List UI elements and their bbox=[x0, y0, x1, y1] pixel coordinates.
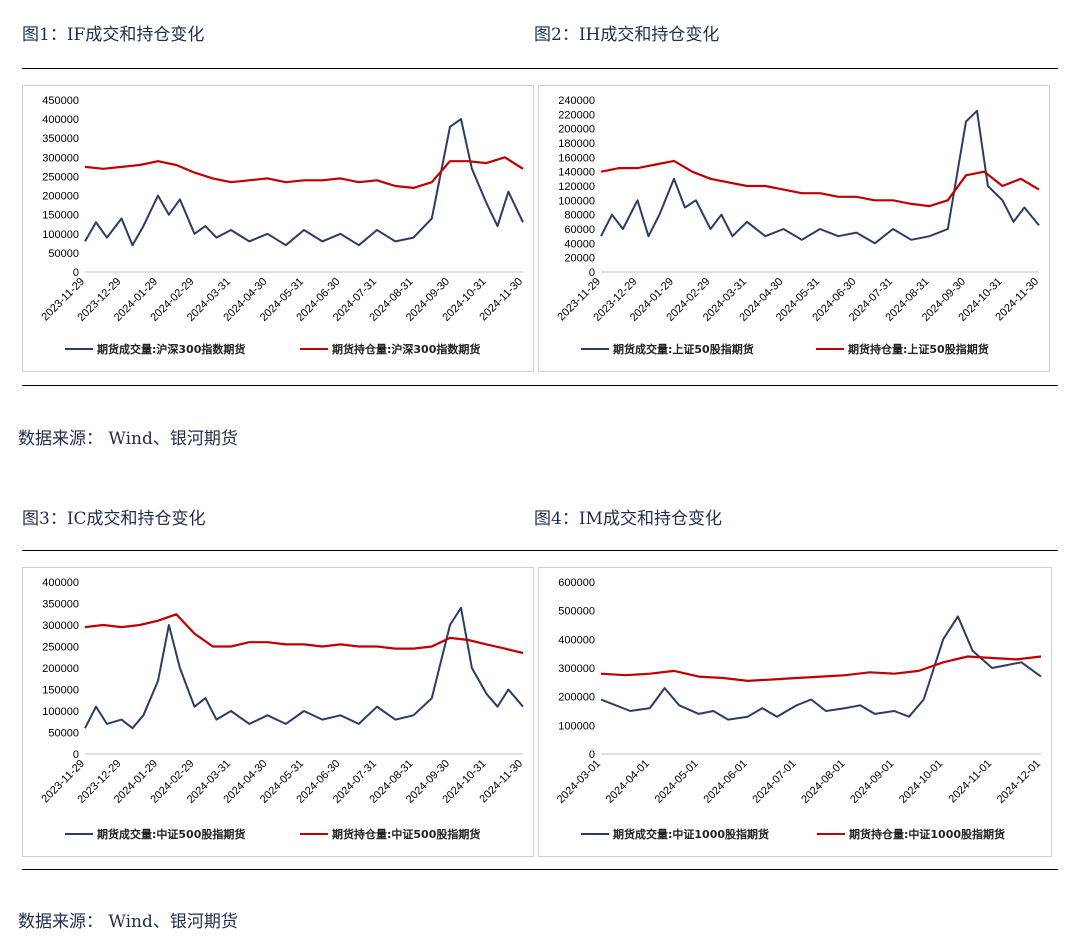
fig4-x-tick-label: 2024-05-01 bbox=[653, 758, 701, 806]
fig3-legend-label: 期货持仓量:中证500股指期货 bbox=[332, 827, 480, 841]
fig2-y-tick-label: 200000 bbox=[558, 124, 595, 136]
fig3-chart-panel: 0 50000 100000 150000 200000 250000 300000 3500… bbox=[22, 567, 534, 857]
top-rule-2 bbox=[22, 550, 1058, 551]
fig2-y-tick-label: 40000 bbox=[564, 238, 595, 250]
fig3-series-volume-line bbox=[84, 606, 524, 730]
fig2-y-tick-label: 120000 bbox=[558, 181, 595, 193]
bottom-rule-1 bbox=[22, 385, 1058, 386]
fig2-y-tick-label: 100000 bbox=[558, 195, 595, 207]
fig2-y-tick-label: 180000 bbox=[558, 138, 595, 150]
fig4-y-tick-label: 200000 bbox=[558, 692, 595, 704]
fig4-legend-label: 期货成交量:中证1000股指期货 bbox=[613, 827, 769, 841]
fig2-y-tick-label: 140000 bbox=[558, 167, 595, 179]
fig4-y-tick-label: 600000 bbox=[558, 577, 595, 589]
fig4-legend-label: 期货持仓量:中证1000股指期货 bbox=[849, 827, 1005, 841]
fig4-x-tick-label: 2024-11-01 bbox=[947, 758, 995, 806]
fig4-svg: 0 100000 200000 300000 400000 500000 600000 202… bbox=[555, 577, 1043, 841]
fig2-title: 图2：IH成交和持仓变化 bbox=[534, 25, 720, 45]
fig2-legend-label: 期货成交量:上证50股指期货 bbox=[613, 342, 754, 356]
fig2-y-tick-label: 80000 bbox=[564, 210, 595, 222]
fig2-series-volume-line bbox=[600, 109, 1040, 245]
fig4-y-tick-label: 0 bbox=[589, 749, 595, 761]
fig1-y-tick-label: 400000 bbox=[42, 114, 79, 126]
fig1-series-open-interest-line bbox=[84, 156, 524, 190]
fig2-y-tick-label: 160000 bbox=[558, 152, 595, 164]
fig2-y-tick-label: 0 bbox=[589, 267, 595, 279]
fig1-legend-label: 期货成交量:沪深300指数期货 bbox=[97, 342, 245, 356]
fig3-series-open-interest-line bbox=[84, 613, 524, 655]
fig2-y-tick-label: 220000 bbox=[558, 109, 595, 121]
fig4-y-tick-label: 500000 bbox=[558, 606, 595, 618]
fig3-title: 图3：IC成交和持仓变化 bbox=[22, 509, 206, 529]
fig1-y-tick-label: 100000 bbox=[42, 229, 79, 241]
fig1-y-tick-label: 50000 bbox=[48, 248, 79, 260]
fig3-svg: 0 50000 100000 150000 200000 250000 300000 3500… bbox=[39, 577, 525, 841]
fig4-x-tick-label: 2024-06-01 bbox=[702, 758, 750, 806]
fig4-x-tick-label: 2024-12-01 bbox=[995, 758, 1043, 806]
fig1-y-tick-label: 200000 bbox=[42, 191, 79, 203]
fig1-legend-label: 期货持仓量:沪深300指数期货 bbox=[332, 342, 480, 356]
fig1-y-tick-label: 350000 bbox=[42, 133, 79, 145]
fig3-y-tick-label: 250000 bbox=[42, 642, 79, 654]
data-source-bottom: 数据来源： Wind、银河期货 bbox=[18, 912, 238, 932]
fig4-x-tick-label: 2024-10-01 bbox=[897, 758, 945, 806]
fig2-series-open-interest-line bbox=[600, 159, 1040, 208]
fig3-y-tick-label: 150000 bbox=[42, 685, 79, 697]
fig1-y-tick-label: 450000 bbox=[42, 95, 79, 107]
fig1-svg: 0 50000 100000 150000 200000 250000 300000 3500… bbox=[39, 95, 525, 356]
fig2-y-tick-label: 20000 bbox=[564, 253, 595, 265]
fig3-y-tick-label: 50000 bbox=[48, 728, 79, 740]
fig2-y-tick-label: 240000 bbox=[558, 95, 595, 107]
fig1-title: 图1：IF成交和持仓变化 bbox=[22, 25, 205, 45]
fig4-x-tick-label: 2024-09-01 bbox=[848, 758, 896, 806]
fig3-legend-label: 期货成交量:中证500股指期货 bbox=[97, 827, 245, 841]
fig4-x-tick-label: 2024-03-01 bbox=[555, 758, 603, 806]
fig4-y-tick-label: 100000 bbox=[558, 720, 595, 732]
fig2-legend-label: 期货持仓量:上证50股指期货 bbox=[848, 342, 989, 356]
fig4-series-open-interest-line bbox=[600, 655, 1042, 683]
fig3-y-tick-label: 200000 bbox=[42, 663, 79, 675]
fig3-y-tick-label: 350000 bbox=[42, 599, 79, 611]
fig4-x-tick-label: 2024-04-01 bbox=[604, 758, 652, 806]
fig2-chart-panel: 0 20000 40000 60000 80000 100000 120000 140000 1… bbox=[538, 85, 1050, 372]
fig4-x-tick-label: 2024-08-01 bbox=[799, 758, 847, 806]
bottom-rule-2 bbox=[22, 869, 1058, 870]
fig2-svg: 0 20000 40000 60000 80000 100000 120000 140000 1… bbox=[555, 95, 1041, 356]
fig1-chart-panel: 0 50000 100000 150000 200000 250000 300000 3500… bbox=[22, 85, 534, 372]
fig1-y-tick-label: 150000 bbox=[42, 210, 79, 222]
fig4-y-tick-label: 400000 bbox=[558, 634, 595, 646]
fig3-y-tick-label: 0 bbox=[73, 749, 79, 761]
top-rule-1 bbox=[22, 68, 1058, 69]
fig1-y-tick-label: 300000 bbox=[42, 152, 79, 164]
fig1-series-volume-line bbox=[84, 118, 524, 247]
fig4-x-tick-label: 2024-07-01 bbox=[750, 758, 798, 806]
fig3-y-tick-label: 400000 bbox=[42, 577, 79, 589]
data-source-top: 数据来源： Wind、银河期货 bbox=[18, 429, 238, 449]
fig1-y-tick-label: 250000 bbox=[42, 171, 79, 183]
fig2-y-tick-label: 60000 bbox=[564, 224, 595, 236]
fig4-y-tick-label: 300000 bbox=[558, 663, 595, 675]
fig4-chart-panel: 0 100000 200000 300000 400000 500000 600000 202… bbox=[538, 567, 1052, 857]
fig4-series-volume-line bbox=[600, 615, 1042, 721]
fig1-y-tick-label: 0 bbox=[73, 267, 79, 279]
fig4-title: 图4：IM成交和持仓变化 bbox=[534, 509, 722, 529]
fig3-y-tick-label: 300000 bbox=[42, 620, 79, 632]
fig3-y-tick-label: 100000 bbox=[42, 706, 79, 718]
